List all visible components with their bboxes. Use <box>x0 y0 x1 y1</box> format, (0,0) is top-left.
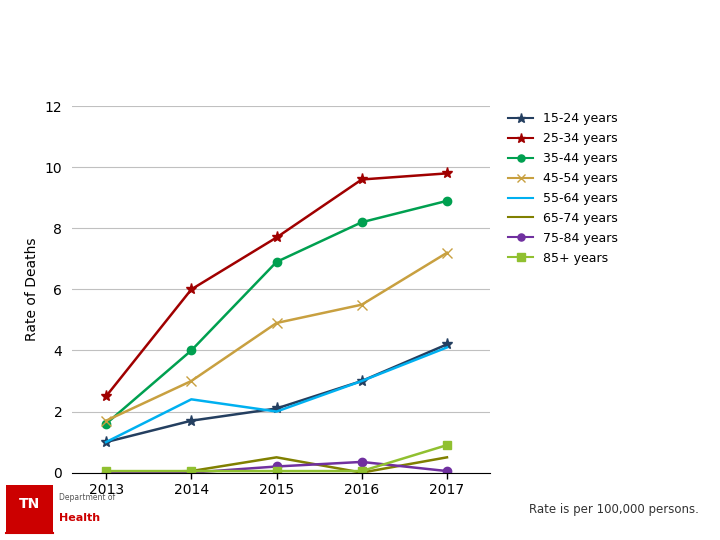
Text: Health: Health <box>59 514 100 523</box>
Y-axis label: Rate of Deaths: Rate of Deaths <box>25 238 39 341</box>
FancyBboxPatch shape <box>6 485 53 532</box>
Legend: 15-24 years, 25-34 years, 35-44 years, 45-54 years, 55-64 years, 65-74 years, 75: 15-24 years, 25-34 years, 35-44 years, 4… <box>508 112 618 265</box>
Text: All Heroin Death Rates by Age Distribution,: All Heroin Death Rates by Age Distributi… <box>14 16 492 35</box>
Text: TN: TN <box>19 497 40 511</box>
Text: Rate is per 100,000 persons.: Rate is per 100,000 persons. <box>528 503 698 516</box>
Text: Department of: Department of <box>59 494 115 502</box>
Text: 2013-2017: 2013-2017 <box>14 55 130 75</box>
